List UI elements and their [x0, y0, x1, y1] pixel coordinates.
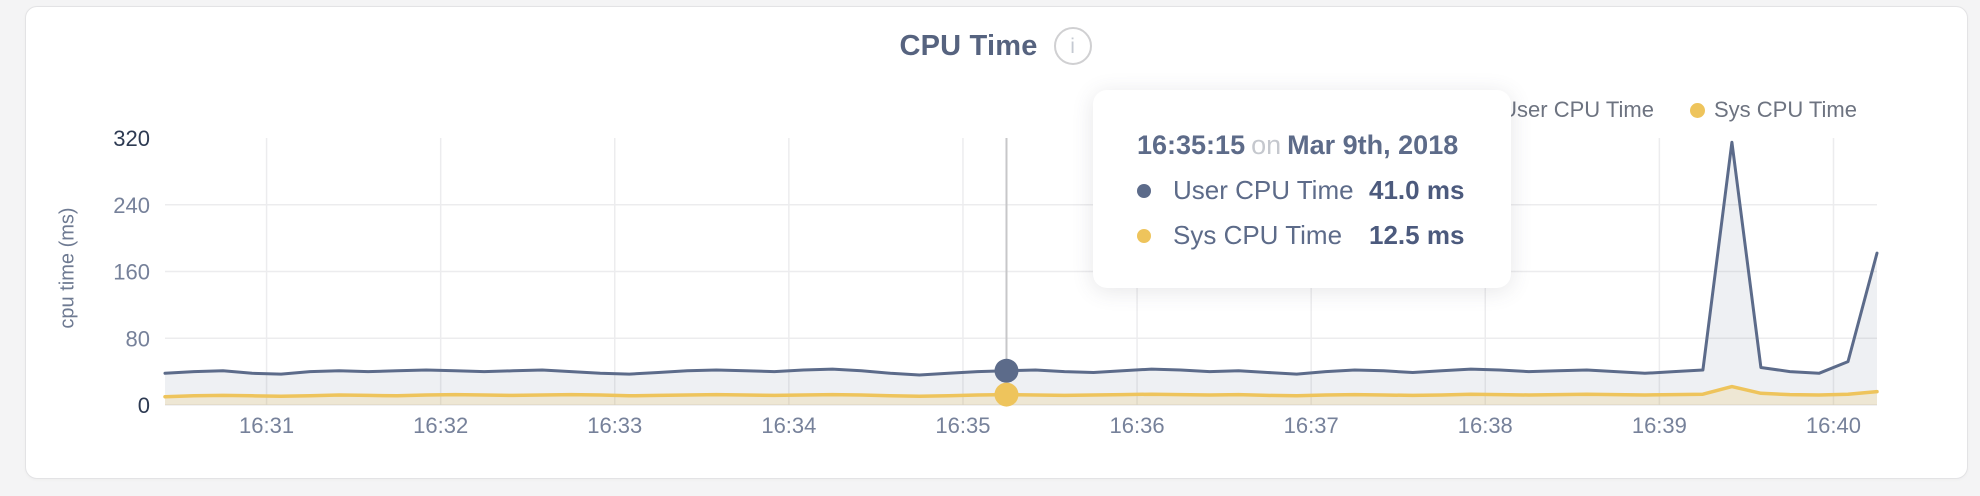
- hover-point[interactable]: [994, 358, 1019, 383]
- legend-dot-icon: [1689, 102, 1705, 118]
- x-tick-label: 16:40: [1806, 413, 1861, 438]
- tooltip-series-dot-icon: [1137, 183, 1151, 198]
- tooltip-rows: User CPU Time 41.0 ms Sys CPU Time 12.5 ms: [1137, 175, 1511, 251]
- legend-label: Sys CPU Time: [1713, 97, 1857, 122]
- tooltip-series-label: Sys CPU Time: [1173, 220, 1343, 250]
- tooltip-on-word: on: [1251, 130, 1282, 160]
- x-tick-label: 16:38: [1458, 413, 1513, 438]
- chart-title: CPU Time: [899, 29, 1038, 62]
- series-line: [163, 140, 1879, 377]
- series-area: [165, 142, 1877, 405]
- tooltip-series-value: 41.0 ms: [1369, 175, 1465, 205]
- tooltip-header: 16:35:15 on Mar 9th, 2018: [1137, 130, 1511, 161]
- info-icon[interactable]: i: [1053, 27, 1092, 65]
- y-tick-label: 0: [138, 393, 150, 418]
- y-tick-label: 320: [113, 126, 150, 151]
- tooltip-series-dot-icon: [1137, 228, 1151, 243]
- chart-tooltip: 16:35:15 on Mar 9th, 2018 User CPU Time 41.…: [1093, 90, 1511, 288]
- x-tick-label: 16:37: [1284, 413, 1339, 438]
- tooltip-series-value: 12.5 ms: [1369, 220, 1465, 250]
- x-tick-label: 16:31: [239, 413, 294, 438]
- x-tick-label: 16:35: [935, 413, 990, 438]
- tooltip-series-label: User CPU Time: [1173, 175, 1354, 205]
- y-tick-label: 160: [113, 260, 150, 285]
- y-tick-label: 80: [126, 326, 150, 351]
- tooltip-row: Sys CPU Time 12.5 ms: [1137, 220, 1511, 251]
- series-line: [163, 384, 1879, 399]
- legend-label: User CPU Time: [1501, 97, 1654, 122]
- tooltip-row: User CPU Time 41.0 ms: [1137, 175, 1511, 206]
- tooltip-time: 16:35:15: [1137, 130, 1246, 160]
- hover-point[interactable]: [994, 382, 1019, 407]
- chart-header: CPU Time i: [25, 27, 1966, 65]
- x-tick-label: 16:33: [587, 413, 642, 438]
- x-tick-label: 16:36: [1110, 413, 1165, 438]
- x-tick-label: 16:39: [1632, 413, 1687, 438]
- x-tick-label: 16:34: [761, 413, 816, 438]
- x-tick-label: 16:32: [413, 413, 468, 438]
- tooltip-date: Mar 9th, 2018: [1287, 130, 1459, 160]
- y-tick-label: 240: [113, 193, 150, 218]
- legend: User CPU Time Sys CPU Time: [1477, 97, 1857, 123]
- legend-item[interactable]: Sys CPU Time: [1689, 97, 1857, 123]
- y-axis-title: cpu time (ms): [56, 207, 79, 329]
- info-icon-glyph: i: [1070, 34, 1075, 58]
